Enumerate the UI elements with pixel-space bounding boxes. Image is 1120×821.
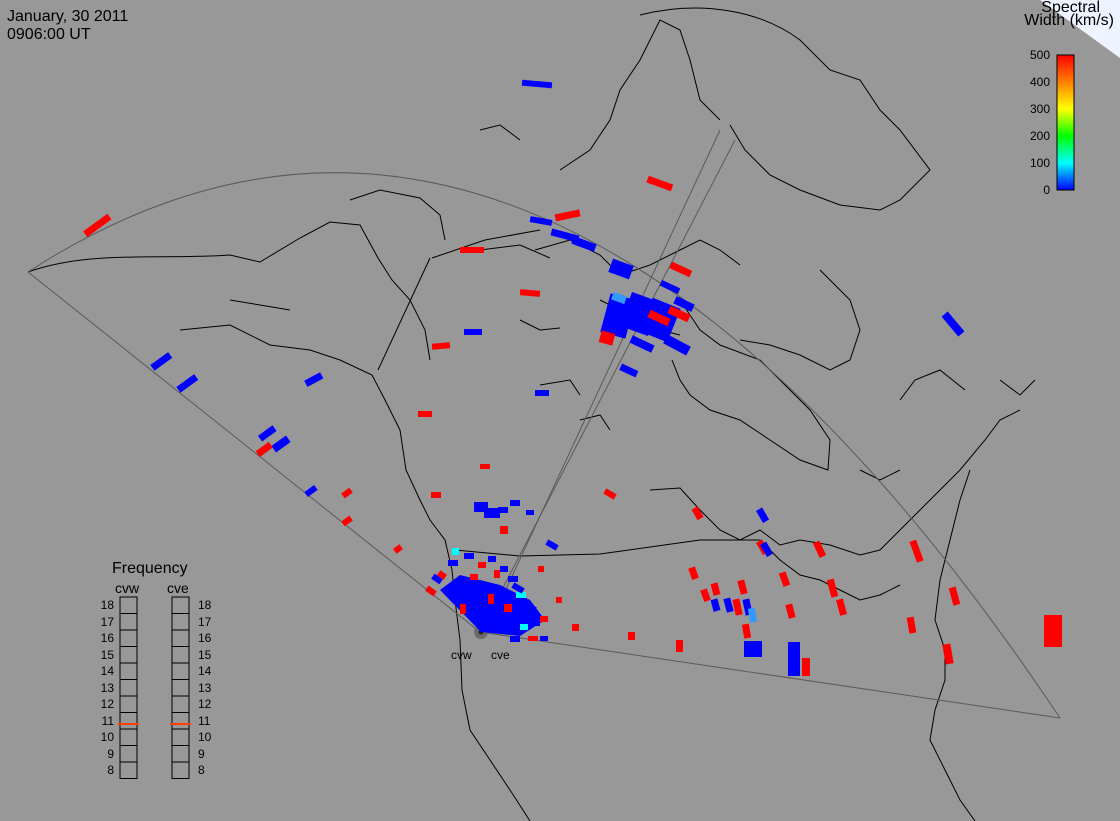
colorbar-title-line2: Width (km/s) xyxy=(1024,12,1114,29)
site-label-cve: cve xyxy=(491,648,510,662)
frequency-scale-label-right: 17 xyxy=(198,614,212,629)
frequency-cve-label: cve xyxy=(167,580,189,596)
frequency-cvw-label: cvw xyxy=(115,580,140,596)
frequency-scale-label-right: 10 xyxy=(198,730,212,744)
colorbar-tick-label: 500 xyxy=(1029,48,1050,62)
colorbar-tick-label: 0 xyxy=(1043,183,1050,197)
frequency-title: Frequency xyxy=(112,560,188,577)
frequency-scale-label-right: 9 xyxy=(198,746,205,761)
frequency-scale-label-right: 11 xyxy=(198,713,211,728)
colorbar-tick-label: 400 xyxy=(1029,75,1050,89)
frequency-scales xyxy=(118,596,191,779)
time-label: 0906:00 UT xyxy=(7,26,91,43)
frequency-scale-label-left: 12 xyxy=(100,697,114,711)
backscatter-cells xyxy=(83,79,1062,676)
colorbar-tick-label: 200 xyxy=(1029,129,1050,143)
site-label-cvw: cvw xyxy=(451,648,472,662)
frequency-box-cell xyxy=(171,761,190,779)
frequency-scale-label-left: 10 xyxy=(100,730,114,744)
frequency-scale-label-right: 15 xyxy=(198,647,212,662)
frequency-scale-label-right: 14 xyxy=(198,664,212,678)
frequency-scale-label-right: 18 xyxy=(198,598,212,612)
date-label: January, 30 2011 xyxy=(7,8,129,25)
frequency-scale-label-right: 16 xyxy=(198,631,212,645)
frequency-scale-label-right: 8 xyxy=(198,763,205,777)
colorbar-title-line1: Spectral xyxy=(1041,0,1100,16)
colorbar-tick-label: 100 xyxy=(1029,156,1050,170)
frequency-scale-label-left: 13 xyxy=(100,680,114,695)
frequency-scale-label-left: 15 xyxy=(100,647,114,662)
colorbar-gradient xyxy=(1056,54,1075,191)
frequency-scale-label-left: 8 xyxy=(107,763,114,777)
frequency-box-cell xyxy=(119,761,138,779)
frequency-scale-label-right: 13 xyxy=(198,680,212,695)
frequency-scale-label-left: 11 xyxy=(101,713,114,728)
borders xyxy=(377,229,760,557)
frequency-scale-label-left: 18 xyxy=(100,598,114,612)
frequency-scale-label-left: 16 xyxy=(100,631,114,645)
frequency-scale-label-right: 12 xyxy=(198,697,212,711)
frequency-scale-label-left: 17 xyxy=(100,614,114,629)
frequency-scale-label-left: 9 xyxy=(107,746,114,761)
field-of-view xyxy=(27,129,1061,719)
corner-wedge xyxy=(1040,0,1120,58)
frequency-scale-label-left: 14 xyxy=(100,664,114,678)
colorbar-tick-label: 300 xyxy=(1029,102,1050,116)
